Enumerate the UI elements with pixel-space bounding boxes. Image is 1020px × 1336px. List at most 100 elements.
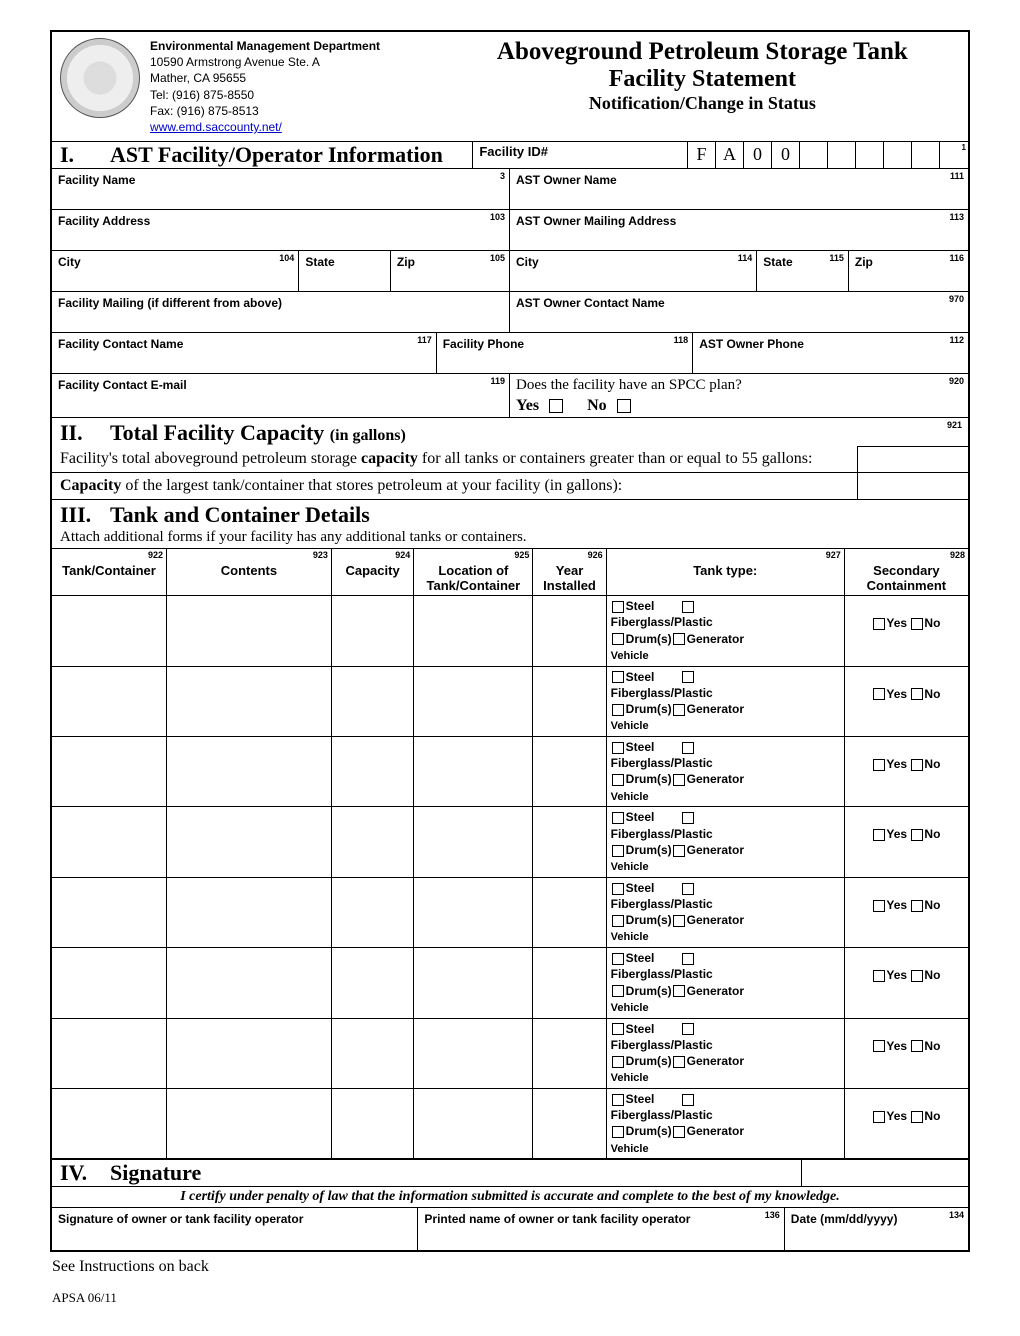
state-2-field[interactable]: State 115 [757,251,849,291]
date-field[interactable]: Date (mm/dd/yyyy) 134 [785,1208,968,1250]
owner-phone-field[interactable]: AST Owner Phone 112 [693,333,968,373]
tank-drum-checkbox[interactable] [612,845,624,857]
tank-gen-checkbox[interactable] [673,985,685,997]
tank-table-cell[interactable] [533,877,606,947]
containment-yes-checkbox[interactable] [873,970,885,982]
printed-name-field[interactable]: Printed name of owner or tank facility o… [418,1208,784,1250]
tank-steel-checkbox[interactable] [612,742,624,754]
tank-gen-checkbox[interactable] [673,774,685,786]
tank-table-cell[interactable] [52,807,167,877]
containment-no-checkbox[interactable] [911,618,923,630]
containment-no-checkbox[interactable] [911,759,923,771]
containment-yes-checkbox[interactable] [873,759,885,771]
tank-gen-checkbox[interactable] [673,915,685,927]
tank-table-cell[interactable] [52,948,167,1018]
tank-table-cell[interactable] [167,807,332,877]
tank-table-cell[interactable] [331,1088,413,1158]
tank-table-cell[interactable] [414,877,533,947]
tank-table-cell[interactable] [331,877,413,947]
facility-address-field[interactable]: Facility Address 103 [52,210,510,250]
tank-steel-checkbox[interactable] [612,671,624,683]
tank-table-cell[interactable] [533,596,606,666]
tank-table-cell[interactable] [167,1018,332,1088]
containment-no-checkbox[interactable] [911,688,923,700]
tank-table-cell[interactable] [414,948,533,1018]
containment-no-checkbox[interactable] [911,900,923,912]
facility-id-box[interactable]: 0 [744,142,772,168]
tank-fiber-checkbox[interactable] [682,742,694,754]
tank-table-cell[interactable] [52,666,167,736]
tank-table-cell[interactable] [331,666,413,736]
containment-yes-checkbox[interactable] [873,688,885,700]
signature-field[interactable]: Signature of owner or tank facility oper… [52,1208,418,1250]
tank-table-cell[interactable] [52,1088,167,1158]
tank-table-cell[interactable] [167,596,332,666]
largest-capacity-field[interactable] [858,472,968,499]
tank-table-cell[interactable] [414,807,533,877]
facility-name-field[interactable]: Facility Name 3 [52,169,510,209]
tank-drum-checkbox[interactable] [612,1126,624,1138]
facility-id-box[interactable]: 1 [940,142,968,168]
tank-table-cell[interactable] [331,596,413,666]
tank-table-cell[interactable] [533,1088,606,1158]
tank-drum-checkbox[interactable] [612,915,624,927]
tank-drum-checkbox[interactable] [612,704,624,716]
tank-table-cell[interactable] [52,1018,167,1088]
tank-fiber-checkbox[interactable] [682,883,694,895]
facility-mailing-field[interactable]: Facility Mailing (if different from abov… [52,292,510,332]
tank-table-cell[interactable] [167,877,332,947]
tank-table-cell[interactable] [167,666,332,736]
tank-table-cell[interactable] [533,736,606,806]
tank-steel-checkbox[interactable] [612,953,624,965]
tank-table-cell[interactable] [414,1018,533,1088]
tank-fiber-checkbox[interactable] [682,1023,694,1035]
tank-gen-checkbox[interactable] [673,845,685,857]
total-capacity-field[interactable] [858,446,968,472]
containment-yes-checkbox[interactable] [873,1111,885,1123]
containment-yes-checkbox[interactable] [873,618,885,630]
containment-no-checkbox[interactable] [911,1111,923,1123]
facility-id-box[interactable] [912,142,940,168]
spcc-no-checkbox[interactable] [617,399,631,413]
facility-email-field[interactable]: Facility Contact E-mail 119 [52,374,510,417]
facility-id-box[interactable] [828,142,856,168]
tank-steel-checkbox[interactable] [612,1023,624,1035]
city-1-field[interactable]: City 104 [52,251,299,291]
tank-drum-checkbox[interactable] [612,774,624,786]
tank-steel-checkbox[interactable] [612,812,624,824]
state-1-field[interactable]: State [299,251,391,291]
tank-table-cell[interactable] [533,807,606,877]
zip-1-field[interactable]: Zip 105 [391,251,510,291]
tank-drum-checkbox[interactable] [612,1056,624,1068]
tank-table-cell[interactable] [52,736,167,806]
facility-id-box[interactable] [856,142,884,168]
tank-drum-checkbox[interactable] [612,985,624,997]
facility-contact-field[interactable]: Facility Contact Name 117 [52,333,437,373]
tank-table-cell[interactable] [414,736,533,806]
tank-gen-checkbox[interactable] [673,633,685,645]
tank-fiber-checkbox[interactable] [682,1094,694,1106]
owner-contact-field[interactable]: AST Owner Contact Name 970 [510,292,968,332]
containment-yes-checkbox[interactable] [873,1040,885,1052]
tank-table-cell[interactable] [167,948,332,1018]
tank-fiber-checkbox[interactable] [682,812,694,824]
tank-gen-checkbox[interactable] [673,704,685,716]
tank-table-cell[interactable] [533,948,606,1018]
city-2-field[interactable]: City 114 [510,251,757,291]
tank-table-cell[interactable] [414,1088,533,1158]
tank-table-cell[interactable] [167,736,332,806]
containment-yes-checkbox[interactable] [873,829,885,841]
dept-url-link[interactable]: www.emd.saccounty.net/ [150,120,282,134]
tank-gen-checkbox[interactable] [673,1056,685,1068]
containment-no-checkbox[interactable] [911,970,923,982]
facility-phone-field[interactable]: Facility Phone 118 [437,333,693,373]
tank-fiber-checkbox[interactable] [682,601,694,613]
facility-id-box[interactable] [884,142,912,168]
facility-id-box[interactable]: F [688,142,716,168]
facility-id-box[interactable]: A [716,142,744,168]
tank-table-cell[interactable] [167,1088,332,1158]
tank-steel-checkbox[interactable] [612,601,624,613]
tank-table-cell[interactable] [533,666,606,736]
tank-table-cell[interactable] [331,1018,413,1088]
tank-fiber-checkbox[interactable] [682,953,694,965]
